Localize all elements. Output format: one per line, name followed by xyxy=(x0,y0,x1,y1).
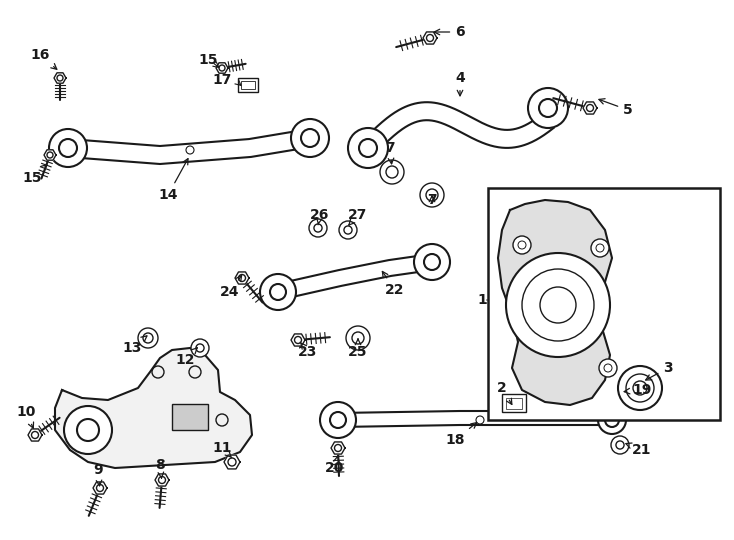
Text: 2: 2 xyxy=(497,381,512,404)
Circle shape xyxy=(339,221,357,239)
Circle shape xyxy=(591,239,609,257)
Circle shape xyxy=(64,406,112,454)
Text: 19: 19 xyxy=(624,383,652,397)
Bar xyxy=(506,398,522,409)
Text: 12: 12 xyxy=(175,348,197,367)
Circle shape xyxy=(291,119,329,157)
Polygon shape xyxy=(611,392,625,404)
Text: 24: 24 xyxy=(220,275,241,299)
Circle shape xyxy=(599,359,617,377)
Circle shape xyxy=(309,219,327,237)
Polygon shape xyxy=(498,200,612,405)
Circle shape xyxy=(49,129,87,167)
Text: 16: 16 xyxy=(30,48,57,69)
Text: 13: 13 xyxy=(123,336,147,355)
Circle shape xyxy=(138,328,158,348)
Polygon shape xyxy=(28,429,42,441)
Text: 11: 11 xyxy=(212,441,232,458)
Polygon shape xyxy=(93,482,107,494)
Bar xyxy=(172,404,208,430)
Circle shape xyxy=(528,88,568,128)
Circle shape xyxy=(598,406,626,434)
Text: 22: 22 xyxy=(382,272,404,297)
Text: 21: 21 xyxy=(626,443,652,457)
Text: 7: 7 xyxy=(385,141,395,164)
Bar xyxy=(238,78,258,92)
Text: 27: 27 xyxy=(349,208,368,225)
Polygon shape xyxy=(155,474,169,486)
Polygon shape xyxy=(55,348,252,468)
Polygon shape xyxy=(291,334,305,346)
Text: 9: 9 xyxy=(93,463,103,486)
Circle shape xyxy=(420,183,444,207)
Circle shape xyxy=(380,160,404,184)
Text: 14: 14 xyxy=(159,159,188,202)
Polygon shape xyxy=(68,129,311,164)
Polygon shape xyxy=(235,272,249,284)
Text: 23: 23 xyxy=(298,342,318,359)
Polygon shape xyxy=(44,150,56,160)
Text: 25: 25 xyxy=(348,339,368,359)
Text: 8: 8 xyxy=(155,458,165,478)
Polygon shape xyxy=(331,442,345,454)
Circle shape xyxy=(191,339,209,357)
Text: 4: 4 xyxy=(455,71,465,96)
Polygon shape xyxy=(276,254,433,300)
Text: 15: 15 xyxy=(198,53,218,67)
Circle shape xyxy=(414,244,450,280)
Text: 20: 20 xyxy=(325,455,345,475)
Polygon shape xyxy=(362,102,553,154)
Text: 10: 10 xyxy=(16,405,36,428)
Bar xyxy=(241,81,255,89)
Text: 5: 5 xyxy=(599,99,633,117)
Text: 15: 15 xyxy=(22,165,47,185)
Bar xyxy=(502,394,526,412)
Text: 3: 3 xyxy=(646,361,673,380)
Bar xyxy=(488,188,720,420)
Text: 18: 18 xyxy=(446,423,477,447)
Polygon shape xyxy=(338,411,612,427)
Polygon shape xyxy=(583,102,597,114)
Polygon shape xyxy=(224,455,240,469)
Circle shape xyxy=(611,436,629,454)
Polygon shape xyxy=(216,63,228,73)
Polygon shape xyxy=(54,73,66,83)
Circle shape xyxy=(513,236,531,254)
Text: 1: 1 xyxy=(477,293,487,307)
Text: 26: 26 xyxy=(310,208,330,225)
Circle shape xyxy=(618,366,662,410)
Text: 17: 17 xyxy=(213,73,232,87)
Circle shape xyxy=(348,128,388,168)
Circle shape xyxy=(260,274,296,310)
Circle shape xyxy=(320,402,356,438)
Circle shape xyxy=(346,326,370,350)
Text: 7: 7 xyxy=(427,193,437,207)
Circle shape xyxy=(506,253,610,357)
Text: 6: 6 xyxy=(435,25,465,39)
Polygon shape xyxy=(423,32,437,44)
